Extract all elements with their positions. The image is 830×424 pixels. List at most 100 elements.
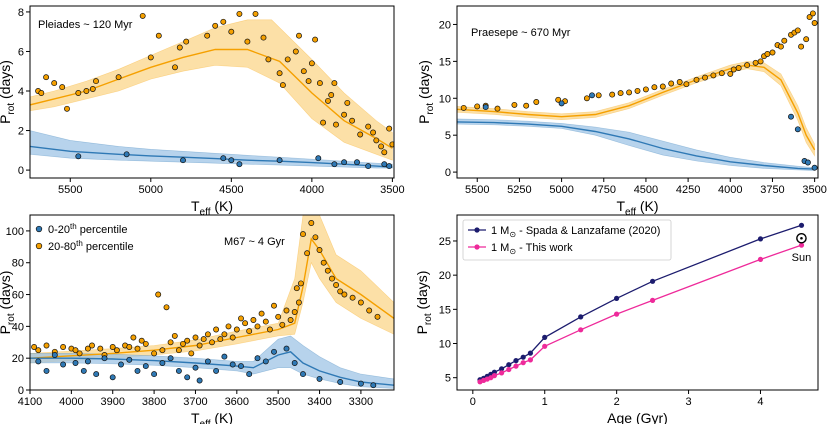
- data-point-orange: [718, 70, 725, 77]
- data-point-blue: [365, 163, 372, 170]
- y-axis-label-sub: rot: [423, 313, 434, 325]
- data-point-orange: [325, 97, 331, 104]
- data-point-orange: [258, 310, 265, 317]
- panel-m67: 4100 4000 3900 3800 3700 3600 3500 3400 3300 0 20 4…: [0, 214, 395, 424]
- data-point-blue: [60, 361, 67, 368]
- legend-label-rest: - This work: [516, 242, 573, 254]
- x-tick-label: 3400: [307, 396, 331, 408]
- median-curve-blue: [457, 121, 815, 170]
- data-point-blue: [341, 159, 348, 166]
- data-point-blue: [80, 367, 87, 374]
- plot-area: [457, 10, 818, 171]
- legend-label-sup: th: [76, 239, 83, 248]
- data-point-orange: [213, 326, 220, 333]
- x-tick-label: 3500: [802, 184, 826, 196]
- data-point-orange: [349, 117, 356, 124]
- data-point-orange: [305, 78, 312, 85]
- data-point-blue: [291, 360, 298, 366]
- data-point-orange: [184, 337, 191, 344]
- y-tick-label: 0: [18, 385, 24, 397]
- data-point-blue: [589, 92, 595, 99]
- legend-label-rest: percentile: [83, 241, 134, 253]
- data-point-orange: [89, 342, 95, 349]
- data-point-blue: [283, 345, 290, 352]
- x-tick-label: 3300: [349, 396, 373, 408]
- y-tick-label: 15: [439, 304, 451, 316]
- data-point-blue: [134, 367, 141, 374]
- data-point-orange: [279, 321, 286, 328]
- data-point-orange: [304, 250, 311, 257]
- y-axis-label-sub: rot: [425, 103, 436, 115]
- data-point-orange: [262, 318, 269, 325]
- data-point-orange: [609, 91, 616, 98]
- data-point-orange: [209, 339, 215, 346]
- x-tick-label: 4500: [219, 184, 243, 196]
- data-point-orange: [176, 44, 183, 51]
- plot-area: [30, 215, 394, 389]
- data-point-blue: [229, 361, 236, 368]
- data-point-orange: [275, 313, 282, 320]
- data-point-orange: [308, 220, 315, 226]
- data-point-orange: [293, 285, 300, 292]
- legend-label-sup: th: [70, 222, 77, 231]
- data-point-orange: [676, 79, 683, 85]
- data-point-blue: [126, 356, 133, 363]
- x-tick-label: 3500: [380, 184, 404, 196]
- y-tick-label: 100: [6, 226, 24, 238]
- data-point-orange: [378, 143, 385, 150]
- series-point-navy: [506, 362, 512, 368]
- data-point-orange: [297, 280, 304, 287]
- data-point-orange: [276, 70, 283, 77]
- data-point-orange: [279, 82, 286, 89]
- panel-pleiades: 5500 5000 4500 4000 3500 0 2 4 6 8 Teff (K) Prot (d…: [0, 5, 405, 218]
- data-point-orange: [228, 28, 235, 35]
- panel-age: Sun 0 1 2 3 4 5 10 15 20 25 Age (Gyr) Prot (days) 1 M…: [414, 214, 819, 424]
- series-point-navy: [527, 350, 534, 356]
- legend-label-main: 1 M: [491, 242, 509, 254]
- data-point-orange: [64, 105, 70, 112]
- data-point-blue: [331, 161, 338, 168]
- x-tick-label: 1: [542, 396, 548, 408]
- data-point-orange: [730, 66, 737, 73]
- x-axis-label: Teff (K): [191, 198, 233, 218]
- data-point-orange: [693, 76, 700, 83]
- legend: 1 M⊙ - Spada & Lanzafame (2020)1 M⊙ - Th…: [462, 219, 672, 261]
- data-point-blue: [180, 157, 186, 164]
- x-axis-label: Age (Gyr): [607, 410, 668, 424]
- plot-area: [477, 222, 805, 385]
- data-point-orange: [494, 105, 501, 112]
- data-point-blue: [794, 126, 801, 133]
- data-point-orange: [183, 38, 190, 45]
- x-tick-label: 3500: [266, 396, 290, 408]
- data-point-orange: [683, 81, 690, 88]
- data-point-orange: [595, 92, 602, 99]
- x-axis-label: Teff (K): [191, 410, 233, 424]
- data-point-orange: [229, 334, 236, 341]
- data-point-orange: [374, 313, 381, 320]
- data-point-blue: [196, 377, 203, 384]
- y-tick-label: 10: [439, 93, 451, 105]
- data-point-orange: [341, 111, 348, 118]
- y-tick-label: 6: [18, 46, 24, 58]
- legend-swatch-marker: [35, 242, 43, 250]
- data-point-blue: [72, 360, 79, 366]
- data-point-blue: [75, 153, 82, 160]
- plot-frame: [456, 214, 819, 391]
- data-point-orange: [744, 62, 751, 69]
- data-point-orange: [710, 72, 717, 79]
- data-point-orange: [533, 99, 540, 105]
- data-point-orange: [798, 43, 805, 50]
- data-point-orange: [328, 92, 335, 98]
- data-point-orange: [292, 48, 299, 55]
- y-tick-label: 2: [18, 126, 24, 138]
- series-point-pink: [506, 366, 512, 373]
- data-point-orange: [75, 90, 82, 96]
- data-point-orange: [236, 10, 243, 17]
- data-point-orange: [626, 89, 633, 96]
- data-point-orange: [809, 10, 816, 17]
- data-point-orange: [155, 291, 162, 298]
- data-point-orange: [238, 315, 244, 322]
- data-point-blue: [254, 355, 261, 362]
